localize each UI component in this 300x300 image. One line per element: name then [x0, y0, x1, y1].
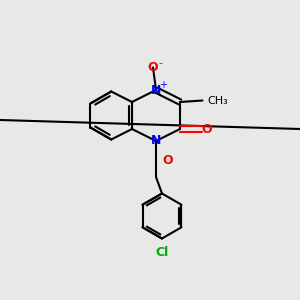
Text: Cl: Cl — [155, 245, 169, 259]
Text: CH₃: CH₃ — [207, 95, 228, 106]
Text: O: O — [148, 61, 158, 74]
Text: +: + — [160, 80, 167, 90]
Text: O: O — [162, 154, 172, 167]
Text: N: N — [151, 83, 161, 97]
Text: -: - — [158, 58, 163, 68]
Text: N: N — [151, 134, 161, 148]
Text: O: O — [202, 122, 212, 136]
